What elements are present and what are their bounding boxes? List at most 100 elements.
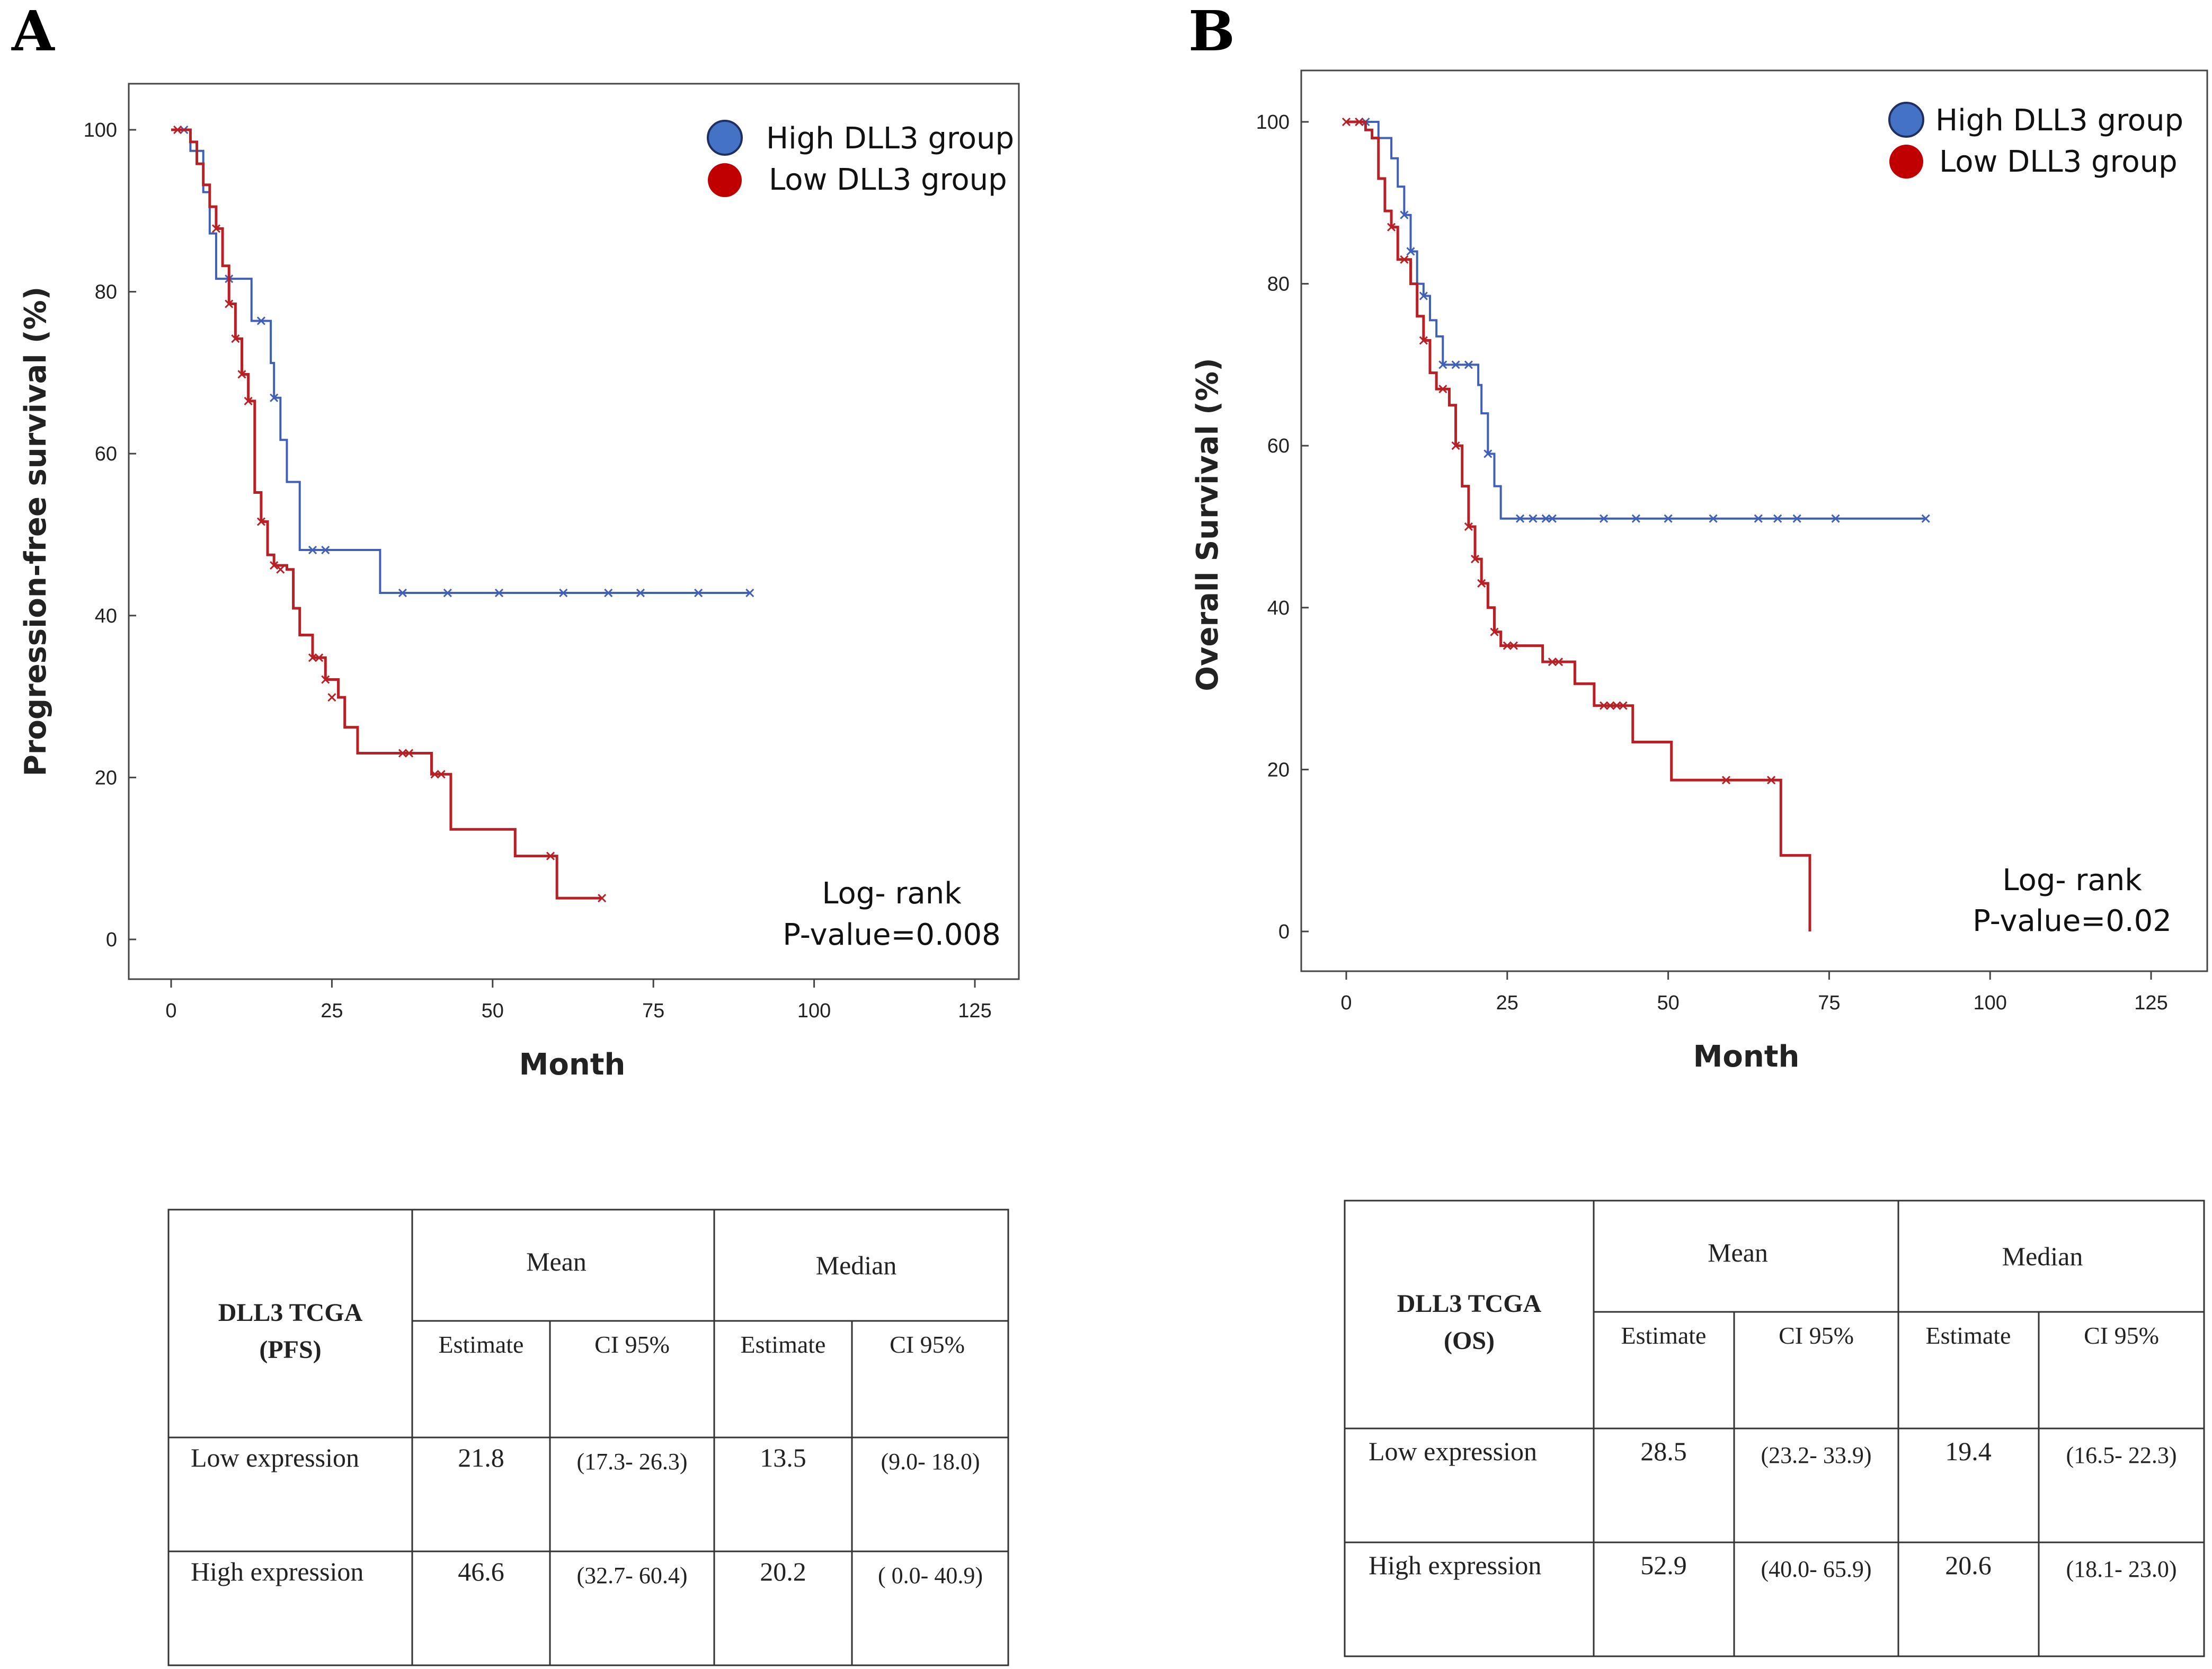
censor-mark-low-dll3-group	[1387, 223, 1396, 232]
censor-mark-low-dll3-group	[315, 653, 324, 662]
censor-mark-high-dll3-group	[1400, 210, 1409, 219]
censor-mark-low-dll3-group	[211, 224, 221, 233]
censor-mark-low-dll3-group	[1400, 255, 1409, 264]
plot-frame-a	[128, 83, 1020, 980]
censor-mark-low-dll3-group	[225, 299, 234, 308]
censor-mark-low-dll3-group	[1619, 701, 1628, 710]
y-axis-a: 0 20 40 60 80 100	[84, 119, 136, 951]
censor-mark-low-dll3-group	[404, 749, 414, 758]
y-tick-label: 0	[106, 929, 117, 951]
censor-mark-low-dll3-group	[1342, 117, 1351, 127]
plot-frame-b	[1300, 69, 2208, 972]
table-pfs-cell: 20.2	[760, 1557, 806, 1586]
censor-mark-low-dll3-group	[1490, 627, 1499, 636]
table-os-subheader: CI 95%	[2084, 1322, 2159, 1349]
censor-mark-low-dll3-group	[308, 653, 317, 662]
censor-mark-low-dll3-group	[1464, 522, 1473, 531]
censor-mark-high-dll3-group	[1419, 291, 1428, 300]
censor-mark-low-dll3-group	[1503, 641, 1512, 650]
table-os-subheader: Estimate	[1926, 1322, 2011, 1349]
y-tick-label: 80	[1267, 273, 1290, 296]
km-line-high-dll3-group	[171, 129, 750, 594]
censor-mark-high-dll3-group	[1709, 514, 1718, 523]
censor-mark-high-dll3-group	[1921, 514, 1930, 523]
x-tick-label: 0	[165, 1000, 176, 1022]
censor-mark-high-dll3-group	[1516, 514, 1525, 523]
table-os: DLL3 TCGA (OS) Mean Median Estimate CI 9…	[1344, 1200, 2205, 1657]
censor-mark-high-dll3-group	[494, 588, 503, 598]
legend-label-low-b: Low DLL3 group	[1939, 145, 2178, 179]
y-tick-label: 80	[95, 281, 117, 304]
table-os-cell: 19.4	[1945, 1436, 1992, 1466]
y-tick-label: 40	[95, 605, 117, 627]
table-pfs-cell: (9.0- 18.0)	[881, 1449, 980, 1475]
legend-b: High DLL3 group Low DLL3 group	[1888, 102, 2183, 179]
table-pfs-group-mean: Mean	[526, 1247, 587, 1276]
censor-mark-low-dll3-group	[1721, 776, 1731, 785]
y-tick-label: 0	[1278, 921, 1290, 943]
km-line-high-dll3-group	[1346, 121, 1926, 520]
x-axis-title-a: Month	[519, 1047, 626, 1082]
legend-marker-high-a	[707, 120, 743, 156]
censor-mark-low-dll3-group	[1612, 701, 1621, 710]
table-pfs-subheader: CI 95%	[890, 1331, 965, 1358]
table-pfs-cell: 46.6	[458, 1557, 504, 1586]
series-group-b	[1342, 117, 1930, 931]
series-group-a	[171, 125, 754, 903]
censor-mark-low-dll3-group	[1554, 658, 1563, 667]
censor-mark-low-dll3-group	[1477, 579, 1486, 588]
censor-mark-high-dll3-group	[1438, 360, 1447, 369]
x-tick-label: 100	[797, 1000, 831, 1022]
censor-mark-high-dll3-group	[1541, 514, 1550, 523]
panel-a: A 0 20 40 60 80 100 0 25 50 75 100 125 Month Progr…	[11, 0, 1020, 1082]
censor-mark-low-dll3-group	[398, 749, 407, 758]
y-axis-title-b: Overall Survival (%)	[1191, 358, 1225, 691]
censor-mark-high-dll3-group	[1483, 449, 1493, 458]
x-axis-b: 0 25 50 75 100 125	[1340, 971, 2168, 1014]
censor-mark-high-dll3-group	[1631, 514, 1640, 523]
censor-mark-low-dll3-group	[1548, 658, 1557, 667]
y-axis-title-a: Progression-free survival (%)	[19, 287, 53, 777]
censor-mark-high-dll3-group	[321, 545, 330, 555]
legend-a: High DLL3 group Low DLL3 group	[707, 120, 1014, 197]
panel-label-b: B	[1188, 0, 1235, 64]
table-pfs-subheader: CI 95%	[594, 1331, 670, 1358]
table-pfs-subheader: Estimate	[439, 1331, 524, 1358]
y-tick-label: 100	[84, 119, 117, 141]
table-os-cell: 28.5	[1640, 1436, 1687, 1466]
x-tick-label: 50	[482, 1000, 504, 1022]
table-pfs-group-median: Median	[816, 1250, 897, 1280]
censor-mark-high-dll3-group	[559, 588, 568, 598]
censor-mark-high-dll3-group	[1773, 514, 1782, 523]
x-tick-label: 25	[321, 1000, 343, 1022]
censor-mark-low-dll3-group	[1451, 441, 1460, 450]
table-os-title-line2: (OS)	[1444, 1327, 1495, 1355]
censor-mark-high-dll3-group	[1451, 360, 1460, 369]
censor-mark-low-dll3-group	[327, 693, 336, 702]
x-axis-title-b: Month	[1693, 1040, 1800, 1074]
censor-mark-high-dll3-group	[398, 588, 407, 598]
censor-mark-low-dll3-group	[276, 565, 285, 574]
censor-mark-low-dll3-group	[1470, 555, 1480, 564]
x-tick-label: 75	[642, 1000, 664, 1022]
table-os-cell: (40.0- 65.9)	[1761, 1556, 1872, 1582]
legend-label-low-a: Low DLL3 group	[769, 163, 1007, 197]
x-axis-a: 0 25 50 75 100 125	[165, 979, 992, 1022]
censor-mark-low-dll3-group	[1438, 385, 1447, 394]
censor-mark-low-dll3-group	[1766, 776, 1776, 785]
x-tick-label: 75	[1818, 992, 1840, 1014]
censor-mark-low-dll3-group	[231, 334, 240, 343]
table-pfs-cell: 13.5	[760, 1443, 806, 1472]
x-tick-label: 125	[958, 1000, 991, 1022]
censor-mark-low-dll3-group	[430, 770, 439, 779]
censor-mark-high-dll3-group	[1600, 514, 1609, 523]
censor-mark-low-dll3-group	[1355, 117, 1364, 127]
logrank-label-a: Log- rank	[822, 876, 962, 911]
table-os-row-label: High expression	[1369, 1550, 1541, 1580]
table-os-cell: (16.5- 22.3)	[2066, 1442, 2177, 1468]
y-tick-label: 20	[95, 767, 117, 789]
censor-mark-high-dll3-group	[1464, 360, 1473, 369]
censor-mark-high-dll3-group	[1754, 514, 1763, 523]
table-os-cell: 52.9	[1640, 1550, 1687, 1580]
censor-mark-low-dll3-group	[270, 561, 279, 570]
